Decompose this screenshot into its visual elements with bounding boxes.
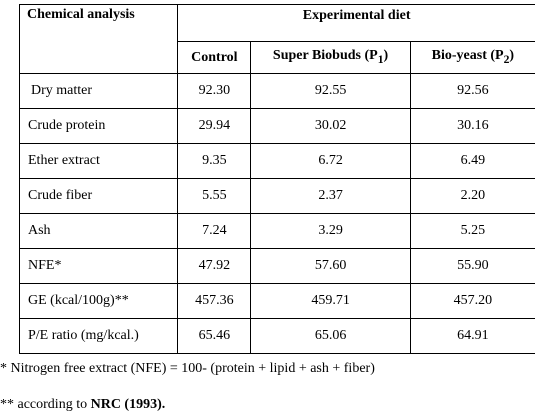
cell-super-biobuds: 65.06 [250,318,411,354]
cell-control: 29.94 [177,108,252,144]
row-label: Dry matter [18,73,179,109]
table-row: Ash 7.24 3.29 5.25 [18,213,535,249]
cell-bio-yeast: 55.90 [409,248,535,284]
cell-super-biobuds: 3.29 [250,213,411,249]
cell-bio-yeast: 30.16 [409,108,535,144]
cell-super-biobuds: 2.37 [250,178,411,214]
footnote-nrc: ** according to NRC (1993). [0,397,166,412]
table-row: P/E ratio (mg/kcal.) 65.46 65.06 64.91 [18,318,535,354]
cell-control: 457.36 [177,283,252,319]
cell-bio-yeast: 457.20 [409,283,535,319]
cell-super-biobuds: 92.55 [250,73,411,109]
footnote-nfe: * Nitrogen free extract (NFE) = 100- (pr… [0,361,375,376]
cell-control: 9.35 [177,143,252,179]
cell-super-biobuds: 6.72 [250,143,411,179]
column-header-super-biobuds: Super Biobuds (P1) [250,41,411,74]
row-label: P/E ratio (mg/kcal.) [18,318,179,354]
cell-control: 47.92 [177,248,252,284]
header-experimental-diet: Experimental diet [177,4,535,42]
cell-control: 65.46 [177,318,252,354]
cell-control: 5.55 [177,178,252,214]
row-label: Ether extract [18,143,179,179]
table-header-row: Chemical analysis Experimental diet [18,4,535,74]
row-label: NFE* [18,248,179,284]
cell-control: 92.30 [177,73,252,109]
cell-super-biobuds: 57.60 [250,248,411,284]
cell-bio-yeast: 5.25 [409,213,535,249]
cell-control: 7.24 [177,213,252,249]
row-label: Crude fiber [18,178,179,214]
row-label: GE (kcal/100g)** [18,283,179,319]
row-label: Ash [18,213,179,249]
table-row: NFE* 47.92 57.60 55.90 [18,248,535,284]
cell-super-biobuds: 459.71 [250,283,411,319]
table-row: Crude fiber 5.55 2.37 2.20 [18,178,535,214]
cell-super-biobuds: 30.02 [250,108,411,144]
header-chemical-analysis: Chemical analysis [18,4,179,74]
column-header-bio-yeast: Bio-yeast (P2) [409,41,535,74]
cell-bio-yeast: 6.49 [409,143,535,179]
table-row: GE (kcal/100g)** 457.36 459.71 457.20 [18,283,535,319]
cell-bio-yeast: 64.91 [409,318,535,354]
table-row: Ether extract 9.35 6.72 6.49 [18,143,535,179]
cell-bio-yeast: 2.20 [409,178,535,214]
row-label: Crude protein [18,108,179,144]
column-header-control: Control [177,41,252,74]
cell-bio-yeast: 92.56 [409,73,535,109]
table-row: Dry matter 92.30 92.55 92.56 [18,73,535,109]
table-row: Crude protein 29.94 30.02 30.16 [18,108,535,144]
chemical-analysis-table: Chemical analysis Experimental diet Cont… [18,4,535,354]
citation-nrc: NRC (1993). [90,397,166,412]
